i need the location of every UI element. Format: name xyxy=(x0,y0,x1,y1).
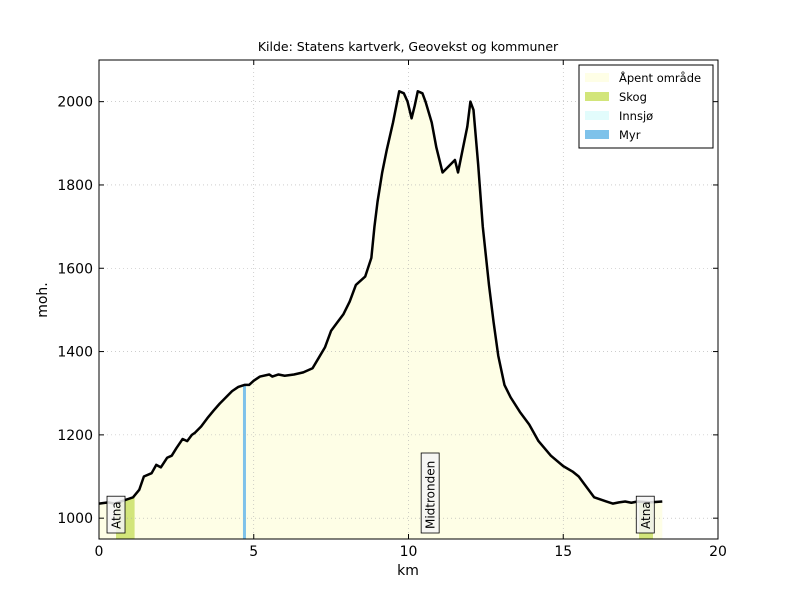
legend-swatch xyxy=(585,73,609,82)
y-tick-label: 1400 xyxy=(57,345,93,361)
y-tick-label: 1000 xyxy=(57,511,93,527)
place-annotation-box xyxy=(635,495,655,534)
place-annotation-box xyxy=(106,495,126,534)
legend-label: Myr xyxy=(619,128,641,142)
y-axis-label: moh. xyxy=(35,282,51,318)
place-annotation-label: Atna xyxy=(639,501,653,529)
place-annotation: Atna xyxy=(106,495,126,534)
x-tick-label: 0 xyxy=(95,544,104,560)
place-annotation-box xyxy=(420,452,440,534)
x-tick-label: 10 xyxy=(400,544,418,560)
legend-swatch xyxy=(585,92,609,101)
legend-swatch xyxy=(585,111,609,120)
place-annotation: Atna xyxy=(635,495,655,534)
place-annotation: Midtronden xyxy=(420,452,440,534)
y-tick-label: 1600 xyxy=(57,261,93,277)
legend-label: Åpent område xyxy=(619,70,701,85)
legend-swatch xyxy=(585,130,609,139)
place-annotation-label: Midtronden xyxy=(424,461,438,529)
x-tick-label: 20 xyxy=(709,544,727,560)
legend: Åpent område Skog Innsjø Myr xyxy=(578,64,714,149)
plot-area: 0 5 10 15 20 1000 1200 1400 1600 1800 2000 Atna Midt… xyxy=(57,59,727,560)
y-tick-label: 1800 xyxy=(57,178,93,194)
legend-label: Skog xyxy=(619,90,647,104)
x-tick-label: 15 xyxy=(554,544,572,560)
y-tick-label: 2000 xyxy=(57,95,93,111)
elevation-line xyxy=(98,89,663,505)
y-tick-label: 1200 xyxy=(57,428,93,444)
chart-title: Kilde: Statens kartverk, Geovekst og kom… xyxy=(258,39,559,54)
legend-label: Innsjø xyxy=(619,109,653,123)
place-annotation-label: Atna xyxy=(110,501,124,529)
area-open-terrain xyxy=(99,91,663,539)
x-axis-label: km xyxy=(397,563,419,579)
x-tick-label: 5 xyxy=(249,544,258,560)
